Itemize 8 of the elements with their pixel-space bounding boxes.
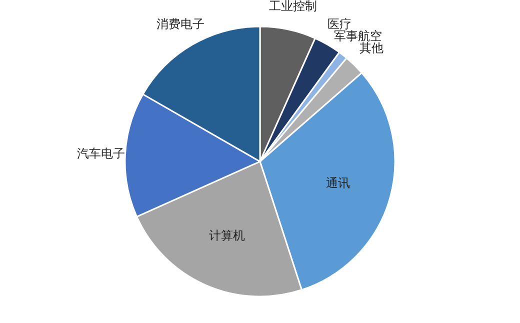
slice-label: 工业控制 [269,0,318,14]
slice-label: 军事航空 [334,29,382,44]
slice-label: 计算机 [209,228,246,243]
slice-label: 医疗 [328,16,352,31]
slice-label: 汽车电子 [77,146,126,161]
slice-label: 通讯 [326,176,350,190]
slice-label: 其他 [359,41,384,56]
slice-label: 消费电子 [156,16,204,31]
